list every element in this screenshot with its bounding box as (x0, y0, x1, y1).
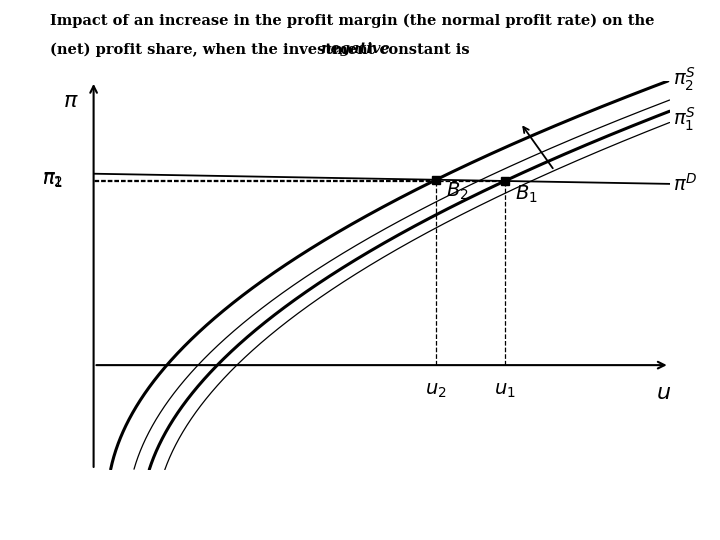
Text: Impact of an increase in the profit margin (the normal profit rate) on the: Impact of an increase in the profit marg… (50, 14, 655, 28)
Text: $\pi^D$: $\pi^D$ (673, 173, 698, 194)
Text: European Economic Policies, Berlin, 31 July - 7 August 2011: European Economic Policies, Berlin, 31 J… (91, 523, 423, 533)
Text: $\pi_2$: $\pi_2$ (42, 171, 63, 189)
Text: $B_1$: $B_1$ (515, 184, 538, 205)
Text: u Ottawa: u Ottawa (607, 510, 686, 525)
Text: $B_2$: $B_2$ (446, 181, 469, 202)
Text: $\pi_1^S$: $\pi_1^S$ (673, 106, 696, 133)
Text: $u_2$: $u_2$ (426, 382, 447, 400)
Text: $\pi_1$: $\pi_1$ (42, 172, 63, 190)
Text: $\pi_2^S$: $\pi_2^S$ (673, 66, 696, 93)
Text: $u_1$: $u_1$ (494, 382, 516, 400)
Text: $u$: $u$ (657, 382, 671, 403)
Text: Third International Summer School on Keynesian Macroeconomics and: Third International Summer School on Key… (60, 505, 454, 515)
Text: (net) profit share, when the investment constant is: (net) profit share, when the investment … (50, 42, 475, 57)
Text: negative: negative (320, 42, 390, 56)
Text: $\pi$: $\pi$ (63, 90, 79, 112)
